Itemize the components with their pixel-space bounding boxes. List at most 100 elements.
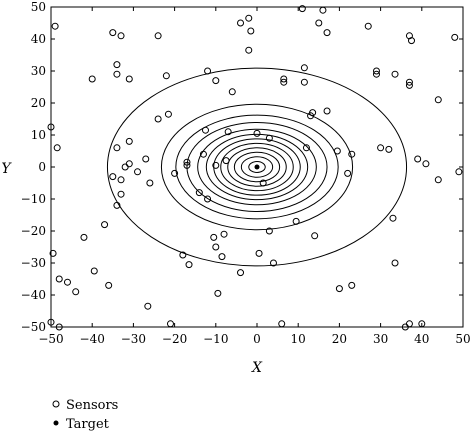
sensor-point xyxy=(199,150,207,158)
sensor-point xyxy=(405,81,413,89)
y-tick-label: 50 xyxy=(31,0,46,14)
x-tick-label: −30 xyxy=(121,332,146,346)
x-tick-label: 50 xyxy=(455,332,470,346)
contour-ellipse-4 xyxy=(227,147,287,187)
sensor-point xyxy=(259,179,267,187)
sensor-point xyxy=(391,259,399,267)
sensor-point xyxy=(166,320,174,328)
sensor-point xyxy=(113,61,121,69)
sensor-point xyxy=(55,323,63,331)
x-tick-label: −50 xyxy=(38,332,63,346)
sensor-point xyxy=(164,110,172,118)
sensor-point xyxy=(154,115,162,123)
sensor-point xyxy=(185,261,193,269)
sensor-point xyxy=(121,163,129,171)
sensor-point xyxy=(265,134,273,142)
sensor-point xyxy=(372,67,380,75)
sensor-point xyxy=(146,179,154,187)
contour-ellipse-7 xyxy=(205,133,309,201)
sensor-point xyxy=(348,150,356,158)
sensor-point xyxy=(434,176,442,184)
sensor-point xyxy=(125,160,133,168)
sensor-point xyxy=(51,22,59,30)
sensor-point xyxy=(455,168,463,176)
sensor-point xyxy=(300,64,308,72)
sensor-point xyxy=(292,217,300,225)
legend: Sensors Target xyxy=(52,398,118,431)
sensor-point xyxy=(300,78,308,86)
sensor-point xyxy=(237,19,245,27)
sensor-point xyxy=(80,233,88,241)
legend-target-marker xyxy=(53,420,59,426)
sensor-point xyxy=(212,161,220,169)
sensor-point xyxy=(183,158,191,166)
sensor-point xyxy=(422,160,430,168)
sensor-point xyxy=(55,275,63,283)
sensor-point xyxy=(280,75,288,83)
sensor-point xyxy=(162,72,170,80)
sensor-point xyxy=(117,32,125,40)
sensor-point xyxy=(134,168,142,176)
sensor-point xyxy=(117,176,125,184)
sensor-point xyxy=(63,278,71,286)
sensor-point xyxy=(195,189,203,197)
sensor-point xyxy=(265,227,273,235)
sensor-point xyxy=(113,144,121,152)
x-tick-label: 10 xyxy=(291,332,306,346)
sensor-point xyxy=(405,78,413,86)
sensor-point xyxy=(253,129,261,137)
y-tick-label: −10 xyxy=(21,192,46,206)
contour-ellipse-10 xyxy=(175,114,339,220)
contour-ellipse-11 xyxy=(160,103,354,231)
legend-target-label: Target xyxy=(66,417,110,431)
sensor-point xyxy=(298,5,306,13)
sensor-point xyxy=(113,201,121,209)
x-tick-label: 30 xyxy=(373,332,388,346)
y-tick-label: 40 xyxy=(31,32,46,46)
sensor-point xyxy=(333,147,341,155)
sensor-point xyxy=(183,161,191,169)
sensor-point xyxy=(315,19,323,27)
sensor-point xyxy=(323,29,331,37)
x-tick-label: 0 xyxy=(253,332,261,346)
sensor-point xyxy=(245,14,253,22)
sensor-point xyxy=(247,27,255,35)
sensor-point xyxy=(372,70,380,78)
sensor-point xyxy=(125,137,133,145)
sensor-point xyxy=(109,173,117,181)
sensor-point xyxy=(202,126,209,134)
sensor-point xyxy=(88,75,96,83)
sensor-point xyxy=(49,249,57,257)
sensor-point xyxy=(117,190,125,198)
sensor-point xyxy=(171,169,179,177)
sensor-point xyxy=(323,107,331,115)
contour-group xyxy=(106,67,408,267)
sensor-point xyxy=(280,78,288,86)
y-tick-label: −40 xyxy=(21,288,46,302)
sensor-point xyxy=(210,233,218,241)
sensor-point xyxy=(344,169,352,177)
sensor-point xyxy=(451,33,459,41)
sensor-point xyxy=(245,46,253,54)
sensor-point xyxy=(278,320,286,328)
sensor-point xyxy=(179,251,187,259)
contour-ellipse-5 xyxy=(220,142,294,192)
sensor-point xyxy=(335,285,343,293)
y-tick-label: −20 xyxy=(21,224,46,238)
y-axis-label: Y xyxy=(1,161,12,177)
sensor-point xyxy=(154,32,162,40)
sensor-point xyxy=(220,230,228,238)
y-tick-label: 10 xyxy=(31,128,46,142)
sensor-point xyxy=(72,288,80,296)
sensor-points-group xyxy=(47,5,463,331)
sensor-point xyxy=(311,232,319,240)
sensor-point xyxy=(142,155,150,163)
sensor-point xyxy=(385,145,393,153)
y-tick-label: −30 xyxy=(21,256,46,270)
x-tick-label: 20 xyxy=(332,332,347,346)
x-axis-label: X xyxy=(251,360,263,376)
sensor-point xyxy=(204,195,212,203)
sensor-point xyxy=(144,302,152,310)
x-tick-label: −10 xyxy=(203,332,228,346)
